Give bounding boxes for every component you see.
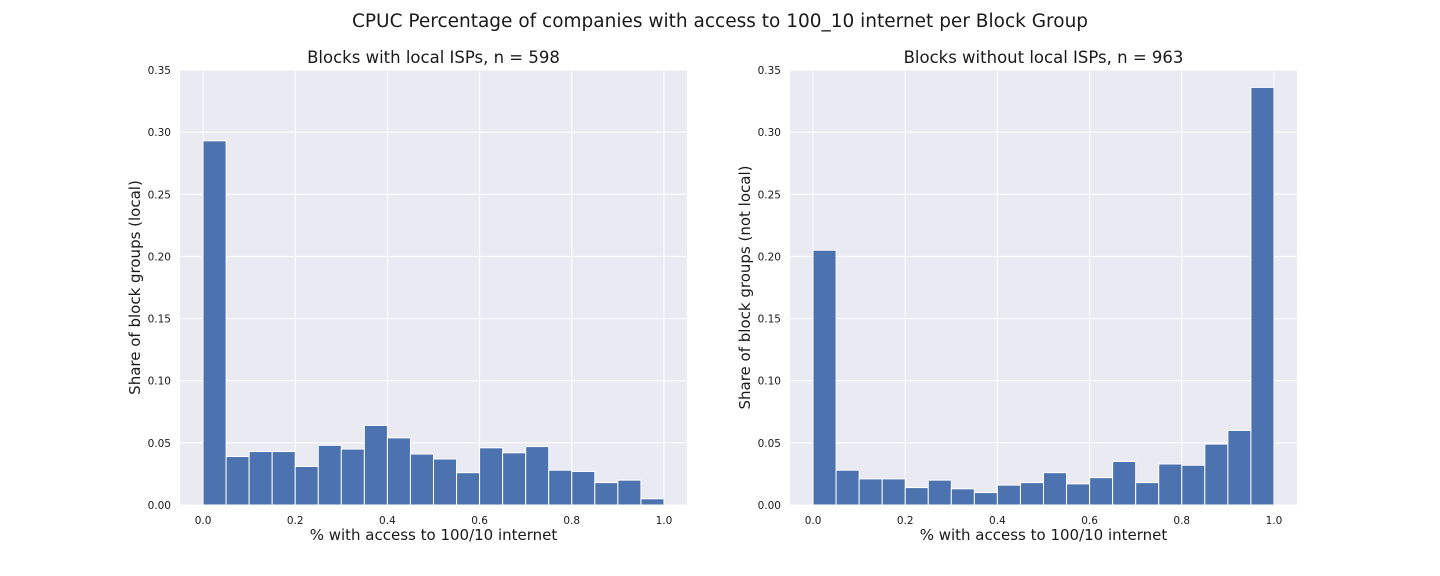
histogram-bar bbox=[225, 456, 250, 506]
y-tick-label: 0.30 bbox=[148, 127, 171, 139]
y-tick-label: 0.35 bbox=[148, 65, 171, 77]
histogram-bar bbox=[1135, 482, 1160, 506]
histogram-bar bbox=[1019, 482, 1044, 506]
histogram-panel-local: 0.0 0.2 0.4 0.6 0.8 1.0 0.00 0.05 0.10 0.15 0.20 0.… bbox=[126, 48, 687, 544]
x-tick-label: 0.8 bbox=[563, 515, 580, 527]
histogram-bar bbox=[294, 465, 319, 506]
x-tick-label: 0.2 bbox=[287, 515, 304, 527]
axes-title: Blocks with local ISPs, n = 598 bbox=[307, 48, 560, 67]
histogram-bar bbox=[594, 482, 619, 506]
y-tick-label: 0.35 bbox=[758, 65, 781, 77]
histogram-bar bbox=[973, 492, 998, 506]
histogram-bar bbox=[812, 249, 837, 506]
x-tick-label: 0.0 bbox=[805, 515, 822, 527]
y-tick-label: 0.00 bbox=[148, 500, 171, 512]
histogram-bar bbox=[1066, 483, 1091, 506]
histogram-bar bbox=[317, 444, 342, 506]
histogram-bar bbox=[386, 437, 411, 506]
y-tick-label: 0.00 bbox=[758, 500, 781, 512]
x-axis-label: % with access to 100/10 internet bbox=[920, 526, 1168, 544]
x-tick-label: 0.4 bbox=[379, 515, 396, 527]
histogram-bar bbox=[340, 448, 365, 506]
y-tick-label: 0.10 bbox=[758, 376, 781, 388]
histogram-bar bbox=[1089, 477, 1114, 506]
histogram-bar bbox=[927, 479, 952, 506]
x-axis-label: % with access to 100/10 internet bbox=[310, 526, 558, 544]
plot-background bbox=[790, 70, 1297, 505]
histogram-bar bbox=[548, 469, 573, 506]
histogram-bar bbox=[835, 469, 860, 506]
y-tick-label: 0.20 bbox=[758, 251, 781, 263]
y-axis-label: Share of block groups (local) bbox=[126, 180, 144, 395]
y-tick-label: 0.30 bbox=[758, 127, 781, 139]
histogram-bar bbox=[1158, 463, 1183, 506]
figure-suptitle: CPUC Percentage of companies with access… bbox=[352, 11, 1088, 32]
histogram-bar bbox=[904, 487, 929, 506]
x-tick-label: 1.0 bbox=[1266, 515, 1283, 527]
y-tick-label: 0.20 bbox=[148, 251, 171, 263]
histogram-bar bbox=[525, 446, 550, 506]
plot-background bbox=[180, 70, 687, 505]
histogram-bar bbox=[950, 488, 975, 506]
y-axis-label: Share of block groups (not local) bbox=[736, 166, 754, 410]
x-tick-label: 0.4 bbox=[989, 515, 1006, 527]
histogram-bar bbox=[881, 478, 906, 506]
histogram-bar bbox=[1043, 472, 1068, 506]
histogram-bar bbox=[248, 451, 273, 506]
histogram-bar bbox=[479, 447, 504, 506]
histogram-bar bbox=[202, 140, 227, 506]
histogram-bar bbox=[456, 472, 481, 506]
histogram-bar bbox=[1112, 461, 1137, 506]
histogram-bar bbox=[363, 424, 388, 506]
axes-title: Blocks without local ISPs, n = 963 bbox=[904, 48, 1184, 67]
y-tick-label: 0.10 bbox=[148, 376, 171, 388]
histogram-bar bbox=[409, 453, 435, 506]
histogram-bar bbox=[617, 479, 642, 506]
y-tick-label: 0.15 bbox=[148, 314, 171, 326]
x-tick-label: 0.6 bbox=[1081, 515, 1098, 527]
x-tick-label: 1.0 bbox=[656, 515, 673, 527]
y-tick-label: 0.25 bbox=[758, 189, 781, 201]
histogram-bar bbox=[858, 478, 883, 506]
histogram-bar bbox=[1204, 443, 1229, 506]
x-tick-label: 0.0 bbox=[195, 515, 212, 527]
histogram-bar bbox=[996, 484, 1021, 506]
y-tick-label: 0.25 bbox=[148, 189, 171, 201]
histogram-bar bbox=[502, 452, 527, 506]
histogram-bar bbox=[1250, 86, 1275, 506]
y-tick-label: 0.15 bbox=[758, 314, 781, 326]
histogram-bar bbox=[433, 458, 458, 506]
histogram-bar bbox=[640, 498, 665, 506]
y-tick-label: 0.05 bbox=[148, 438, 171, 450]
x-tick-label: 0.2 bbox=[897, 515, 914, 527]
histogram-bar bbox=[1181, 464, 1206, 506]
x-tick-label: 0.8 bbox=[1173, 515, 1190, 527]
histogram-bar bbox=[571, 470, 596, 506]
x-tick-label: 0.6 bbox=[471, 515, 488, 527]
histogram-bar bbox=[1227, 429, 1252, 506]
y-tick-label: 0.05 bbox=[758, 438, 781, 450]
histogram-panel-not-local: 0.0 0.2 0.4 0.6 0.8 1.0 0.00 0.05 0.10 0.15 0.20 0.… bbox=[736, 48, 1297, 544]
histogram-bar bbox=[271, 451, 296, 506]
